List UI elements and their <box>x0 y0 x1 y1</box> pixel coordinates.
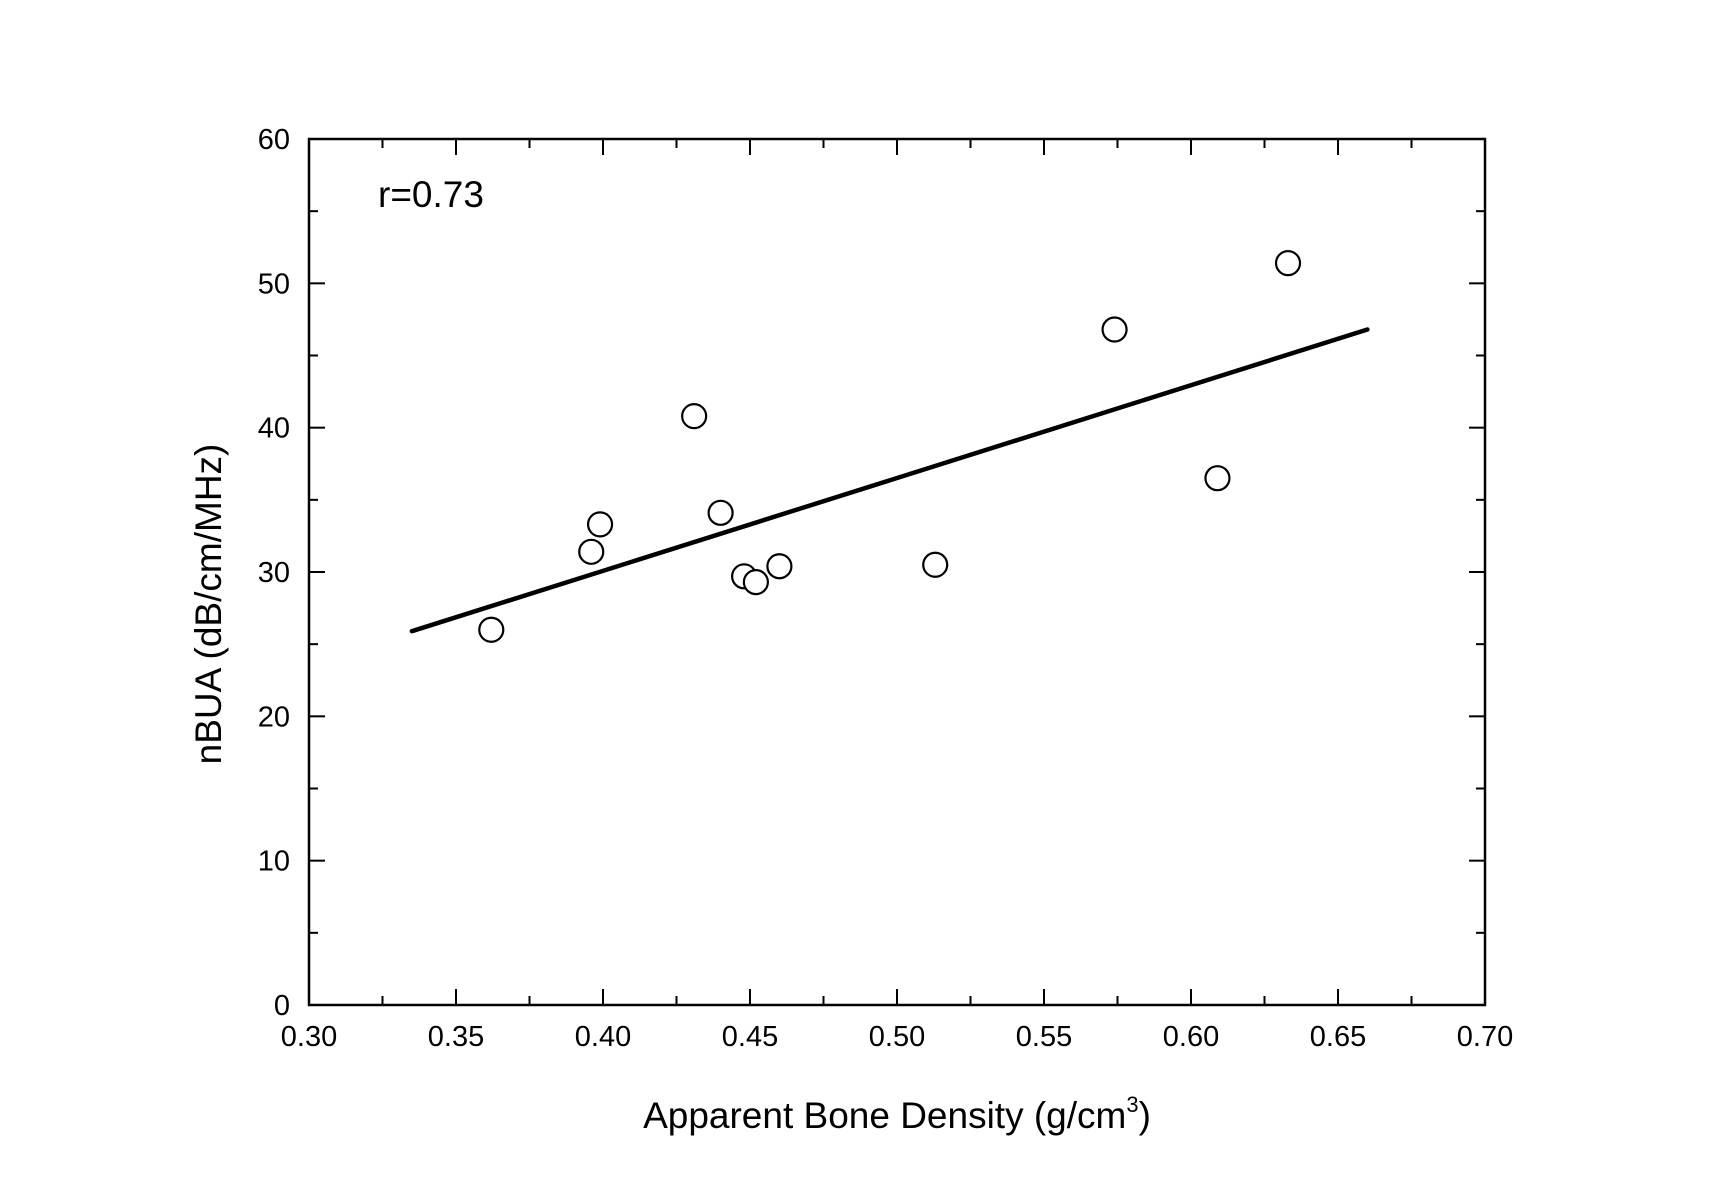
data-point <box>1101 316 1128 343</box>
axis-ticks <box>308 138 1486 1006</box>
y-axis-tick-labels: 0 10 20 30 40 50 60 <box>258 124 290 1022</box>
x-tick-label: 0.60 <box>1163 1021 1219 1053</box>
x-tick-label: 0.70 <box>1457 1021 1513 1053</box>
data-point <box>1204 465 1231 492</box>
y-tick-label: 50 <box>258 268 290 300</box>
y-tick-label: 40 <box>258 413 290 445</box>
x-axis-title-superscript: 3 <box>1126 1092 1138 1117</box>
data-point <box>707 499 734 526</box>
correlation-annotation: r=0.73 <box>378 174 484 215</box>
data-point <box>578 538 605 565</box>
x-tick-label: 0.40 <box>575 1021 631 1053</box>
y-tick-label: 10 <box>258 846 290 878</box>
data-point <box>922 551 949 578</box>
data-point <box>1274 250 1302 277</box>
plot-frame <box>307 137 1487 1007</box>
x-tick-label: 0.45 <box>722 1021 778 1053</box>
x-tick-label: 0.50 <box>869 1021 925 1053</box>
x-tick-label: 0.30 <box>281 1021 337 1053</box>
x-axis-title: Apparent Bone Density (g/cm3) <box>643 1092 1151 1136</box>
x-axis-title-main: Apparent Bone Density (g/cm <box>643 1095 1126 1136</box>
y-tick-label: 0 <box>274 990 290 1022</box>
y-tick-label: 30 <box>258 557 290 589</box>
x-tick-label: 0.65 <box>1310 1021 1366 1053</box>
data-point <box>766 553 793 580</box>
x-tick-label: 0.35 <box>428 1021 484 1053</box>
y-tick-label: 20 <box>258 701 290 733</box>
data-points <box>478 250 1302 643</box>
data-point <box>742 569 769 596</box>
data-point <box>586 511 614 538</box>
data-point <box>478 616 505 643</box>
x-axis-title-suffix: ) <box>1139 1095 1151 1136</box>
data-point <box>681 403 708 430</box>
x-tick-label: 0.55 <box>1016 1021 1072 1053</box>
y-axis-title: nBUA (dB/cm/MHz) <box>188 444 229 765</box>
x-axis-tick-labels: 0.30 0.35 0.40 0.45 0.50 0.55 0.60 0.65 0.70 <box>281 1021 1513 1053</box>
regression-line <box>409 327 1370 634</box>
y-tick-label: 60 <box>258 124 290 156</box>
